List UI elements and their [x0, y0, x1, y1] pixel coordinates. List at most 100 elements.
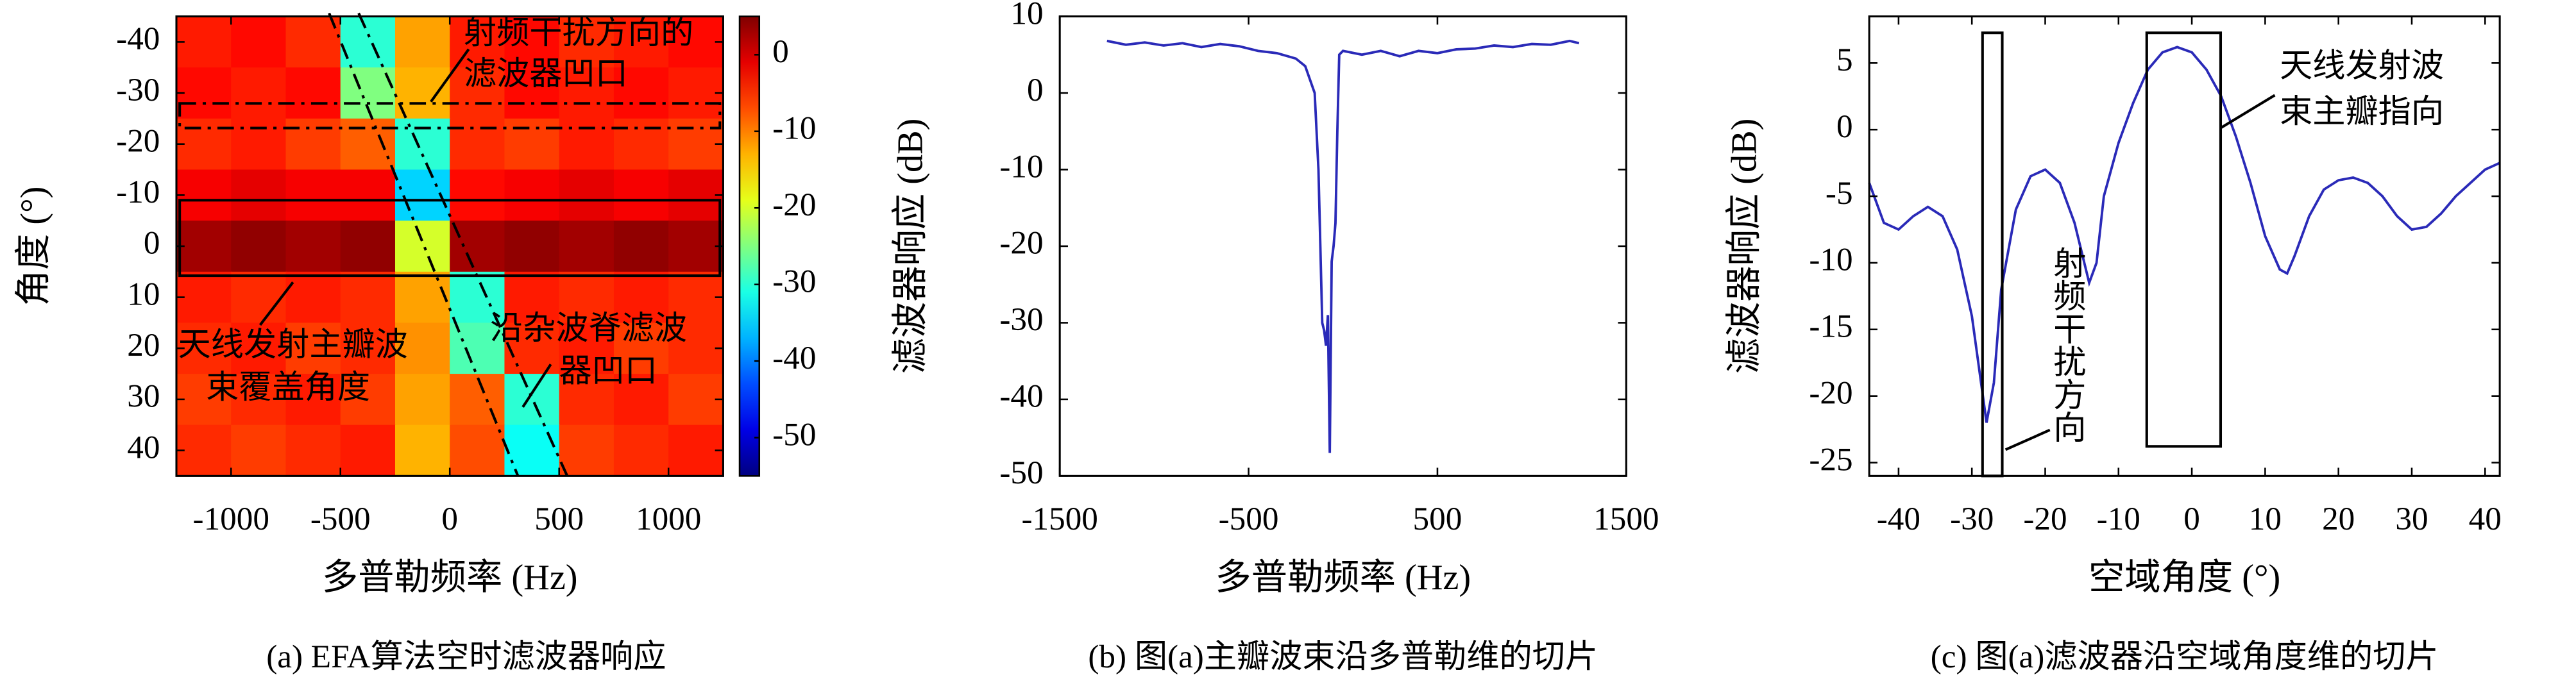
- heat-cell: [504, 118, 560, 171]
- heat-cell: [340, 271, 396, 324]
- heat-cell: [504, 67, 560, 120]
- heat-cell: [668, 67, 724, 120]
- colorbar-tick-label: -10: [772, 110, 816, 147]
- y-tick-label: -50: [999, 455, 1043, 491]
- heat-cell: [394, 322, 451, 375]
- heat-cell: [559, 322, 615, 375]
- x-tick-label: -20: [2023, 501, 2067, 537]
- plot-frame: [1868, 15, 2501, 477]
- colorbar-tick-label: -40: [772, 340, 816, 376]
- y-tick-label: 0: [1836, 108, 1853, 145]
- y-tick-label: 40: [127, 429, 160, 465]
- heat-cell: [285, 67, 342, 120]
- heat-cell: [504, 271, 560, 324]
- y-tick-label: -5: [1826, 175, 1853, 212]
- heat-cell: [559, 374, 615, 426]
- heat-cell: [394, 271, 451, 324]
- heat-cell: [394, 67, 451, 120]
- y-tick-label: -20: [999, 225, 1043, 262]
- colorbar: [738, 15, 761, 477]
- annotation: 沿杂波脊滤波: [490, 310, 687, 347]
- heat-cell: [450, 118, 505, 171]
- y-tick-label: -20: [1809, 374, 1852, 411]
- heat-cell: [340, 118, 396, 171]
- y-tick-label: 5: [1836, 42, 1853, 78]
- x-tick-label: 0: [2183, 501, 2200, 537]
- heat-cell: [231, 16, 287, 69]
- y-tick-label: -30: [999, 301, 1043, 338]
- heat-cell: [450, 374, 505, 426]
- heat-cell: [231, 221, 287, 273]
- heat-cell: [504, 221, 560, 273]
- x-tick-label: -1500: [1021, 501, 1097, 537]
- heat-cell: [504, 16, 560, 69]
- heat-cell: [559, 67, 615, 120]
- heat-cell: [613, 67, 670, 120]
- ridge-line: [357, 12, 569, 477]
- heat-cell: [559, 271, 615, 324]
- x-tick-label: -30: [1950, 501, 1994, 537]
- heat-cell: [559, 16, 615, 69]
- heat-cell: [176, 16, 232, 69]
- heat-cell: [613, 118, 670, 171]
- heat-cell: [176, 67, 232, 120]
- annotation: 器凹口: [559, 353, 657, 389]
- heat-cell: [450, 16, 505, 69]
- x-axis-label: 多普勒频率 (Hz): [322, 558, 578, 598]
- heat-cell: [231, 118, 287, 171]
- heat-cell: [668, 322, 724, 375]
- heat-cell: [285, 424, 342, 477]
- heat-cell: [668, 424, 724, 477]
- annotation-layer: 射频干扰方向的 滤波器凹口 天线发射主瓣波 束覆盖角度 沿杂波脊滤波 器凹口 天…: [178, 12, 2444, 478]
- notch-box: [178, 102, 722, 130]
- x-tick-label: 1500: [1593, 501, 1659, 537]
- y-tick-label: -10: [1809, 242, 1852, 278]
- heat-cell: [285, 16, 342, 69]
- y-tick-label: 10: [1010, 0, 1043, 31]
- data-layer: 0-10-20-30-40-50-1000 -500 0 500 1000-40-30-…: [13, 0, 2502, 675]
- x-tick-label: 20: [2322, 501, 2355, 537]
- y-tick-label: 10: [127, 276, 160, 312]
- y-tick-label: -15: [1809, 308, 1852, 345]
- heat-cell: [176, 271, 232, 324]
- x-tick-label: 30: [2395, 501, 2428, 537]
- arrow: [521, 364, 552, 408]
- heat-cell: [668, 271, 724, 324]
- heat-cell: [176, 169, 232, 222]
- heat-cell: [285, 221, 342, 273]
- colorbar-tick-label: -30: [772, 263, 816, 299]
- x-tick-label: 1000: [636, 501, 701, 537]
- y-tick-label: -40: [116, 21, 160, 57]
- heat-cell: [559, 424, 615, 477]
- x-tick-label: 40: [2469, 501, 2502, 537]
- heat-cell: [450, 67, 505, 120]
- x-tick-label: 500: [534, 501, 584, 537]
- heat-cell: [504, 374, 560, 426]
- heat-cell: [613, 424, 670, 477]
- colorbar-tick-label: -50: [772, 416, 816, 453]
- heat-cell: [504, 424, 560, 477]
- x-tick-label: 500: [1413, 501, 1462, 537]
- x-axis-label: 空域角度 (°): [2089, 558, 2280, 598]
- y-tick-label: -10: [999, 148, 1043, 185]
- x-tick-label: -1000: [193, 501, 269, 537]
- y-axis-label: 滤波器响应 (dB): [1725, 119, 1765, 374]
- heat-cell: [394, 118, 451, 171]
- annotation: 滤波器凹口: [464, 56, 628, 92]
- heat-cell: [394, 374, 451, 426]
- y-tick-label: -10: [116, 174, 160, 210]
- heat-cell: [450, 424, 505, 477]
- arrow: [2004, 428, 2051, 451]
- y-axis-label: 滤波器响应 (dB): [890, 119, 930, 374]
- heat-cell: [668, 374, 724, 426]
- heat-cell: [450, 221, 505, 273]
- colorbar-tick-label: 0: [772, 33, 789, 70]
- heat-cell: [340, 16, 396, 69]
- heat-cell: [340, 424, 396, 477]
- y-tick-label: -20: [116, 122, 160, 159]
- heat-cell: [176, 322, 232, 375]
- heat-cell: [559, 118, 615, 171]
- heat-cell: [231, 271, 287, 324]
